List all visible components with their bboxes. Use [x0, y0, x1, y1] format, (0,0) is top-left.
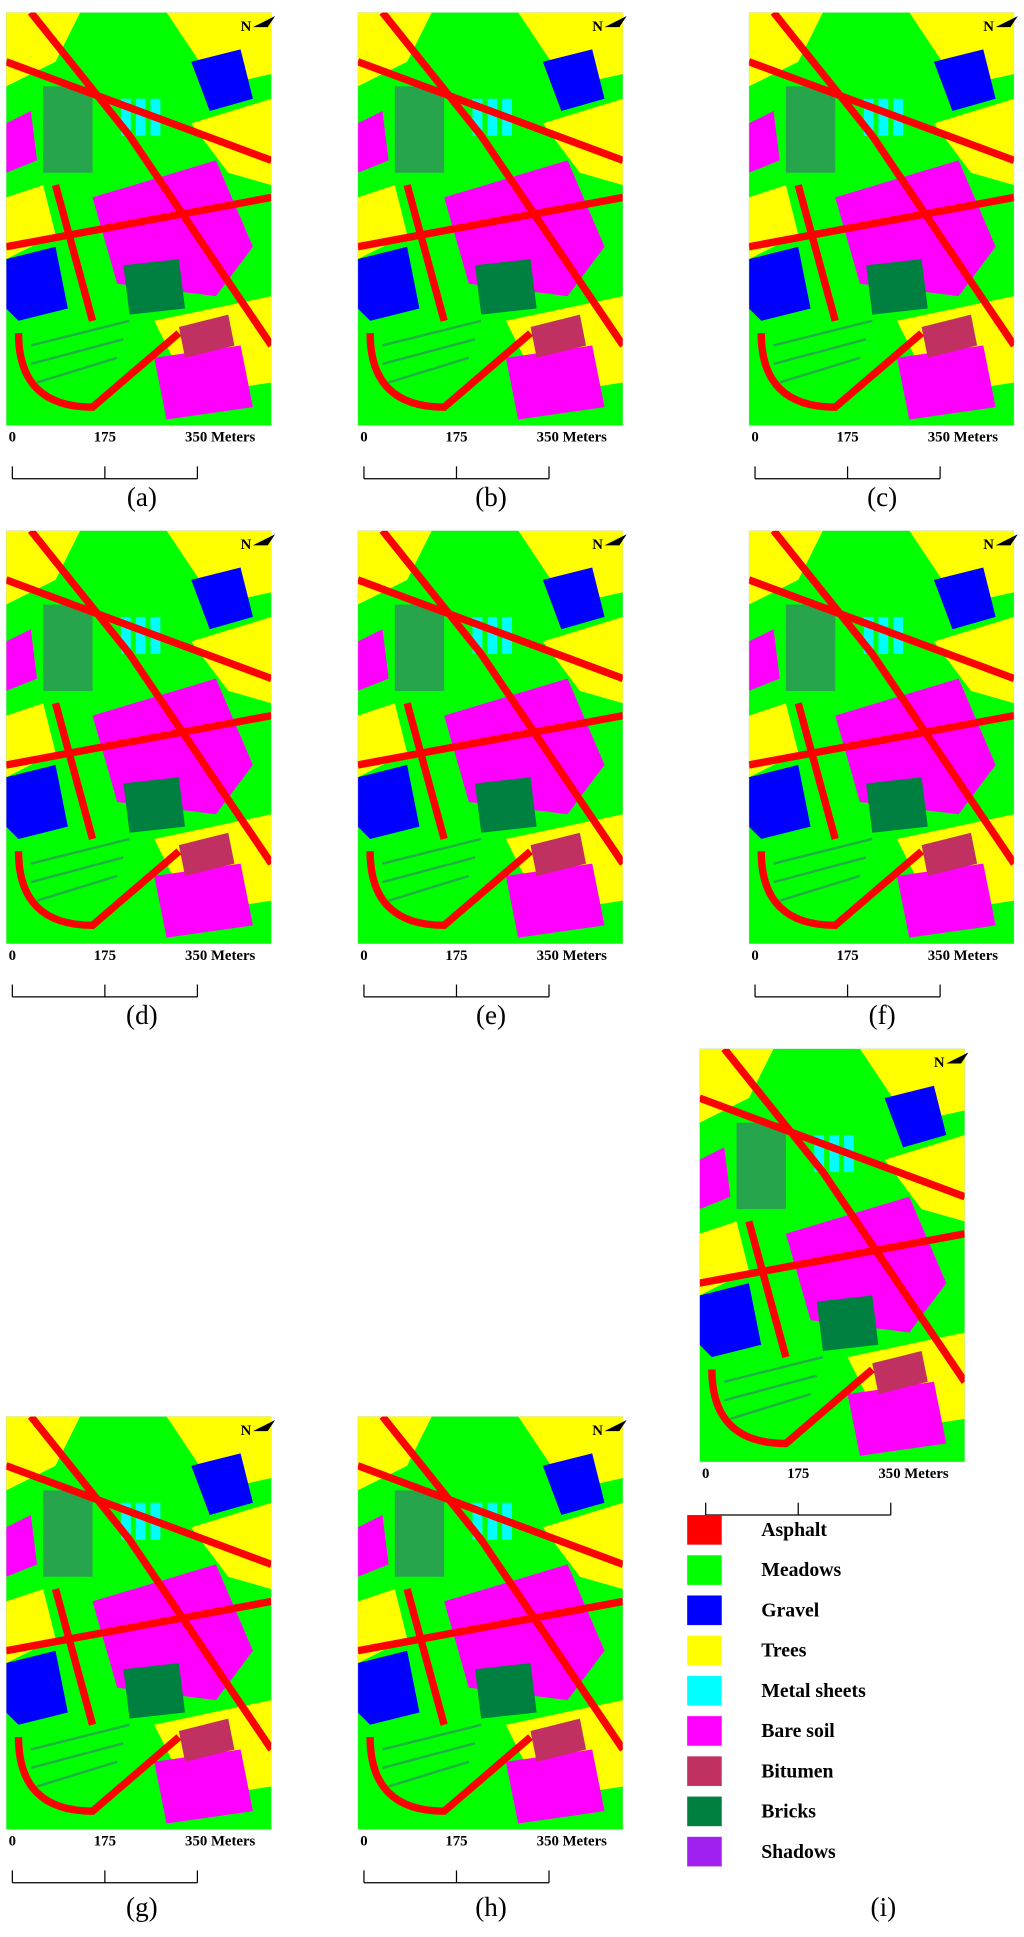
scale-mid: 175	[94, 1834, 116, 1850]
panel-label: (a)	[127, 482, 157, 512]
scale-mid: 175	[836, 430, 858, 446]
north-arrow	[252, 1420, 276, 1432]
scale-end: 350 Meters	[928, 430, 998, 446]
scale-mid: 175	[94, 430, 116, 446]
scale-start: 0	[9, 948, 16, 964]
classification-map	[358, 1416, 623, 1829]
scale-mid: 175	[445, 948, 467, 964]
scale-mid: 175	[94, 948, 116, 964]
panel-label: (h)	[475, 1892, 507, 1922]
scale-end: 350 Meters	[537, 430, 607, 446]
north-label: N	[983, 537, 994, 553]
scale-start: 0	[360, 948, 367, 964]
legend-label: Meadows	[761, 1559, 841, 1581]
classification-map	[6, 531, 271, 944]
classification-map	[6, 12, 271, 425]
legend-swatch	[687, 1635, 722, 1666]
legend-label: Shadows	[761, 1841, 836, 1863]
panel-label: (i)	[871, 1892, 897, 1922]
scale-start: 0	[360, 430, 367, 446]
north-label: N	[983, 19, 994, 35]
legend-swatch	[687, 1555, 722, 1585]
scale-start: 0	[751, 430, 758, 446]
scale-start: 0	[9, 1834, 16, 1850]
panel-label: (b)	[475, 482, 507, 512]
classification-map	[358, 12, 623, 425]
panel-label: (f)	[869, 1000, 896, 1030]
panel-label: (e)	[476, 1000, 506, 1030]
classification-map	[749, 531, 1014, 944]
scale-mid: 175	[445, 430, 467, 446]
scale-end: 350 Meters	[185, 430, 255, 446]
north-label: N	[934, 1055, 945, 1071]
scale-end: 350 Meters	[185, 1834, 255, 1850]
north-arrow	[946, 1052, 969, 1064]
north-label: N	[241, 1423, 252, 1439]
scale-start: 0	[9, 430, 16, 446]
scale-end: 350 Meters	[878, 1466, 948, 1482]
legend-swatch	[687, 1716, 722, 1746]
legend-label: Bricks	[761, 1801, 816, 1823]
classification-map	[749, 12, 1014, 425]
scale-start: 0	[360, 1834, 367, 1850]
scale-mid: 175	[445, 1834, 467, 1850]
legend-label: Bare soil	[761, 1720, 835, 1742]
scale-start: 0	[751, 948, 758, 964]
panel-label: (g)	[126, 1892, 158, 1922]
north-arrow	[252, 16, 276, 28]
classification-map	[358, 531, 623, 944]
scale-end: 350 Meters	[537, 948, 607, 964]
legend-swatch	[687, 1756, 722, 1786]
scale-end: 350 Meters	[928, 948, 998, 964]
north-label: N	[592, 537, 603, 553]
legend-swatch	[687, 1595, 722, 1626]
legend-label: Bitumen	[761, 1760, 833, 1782]
legend-swatch	[687, 1836, 722, 1867]
legend-label: Metal sheets	[761, 1680, 866, 1702]
scale-end: 350 Meters	[537, 1834, 607, 1850]
legend-swatch	[687, 1675, 722, 1706]
scale-mid: 175	[836, 948, 858, 964]
scale-mid: 175	[787, 1466, 809, 1482]
north-label: N	[241, 19, 252, 35]
legend-label: Gravel	[761, 1599, 820, 1621]
panel-label: (d)	[126, 1000, 158, 1030]
legend-swatch	[687, 1515, 722, 1545]
legend-swatch	[687, 1796, 722, 1827]
classification-map	[700, 1049, 965, 1462]
panel-label: (c)	[867, 482, 897, 512]
north-arrow	[604, 1420, 627, 1432]
classification-map	[6, 1416, 271, 1829]
scale-end: 350 Meters	[185, 948, 255, 964]
north-label: N	[592, 1423, 603, 1439]
legend-label: Asphalt	[761, 1519, 827, 1541]
north-label: N	[241, 537, 252, 553]
legend-label: Trees	[761, 1640, 807, 1662]
scale-start: 0	[702, 1466, 709, 1482]
north-label: N	[592, 19, 603, 35]
north-arrow	[604, 16, 627, 28]
